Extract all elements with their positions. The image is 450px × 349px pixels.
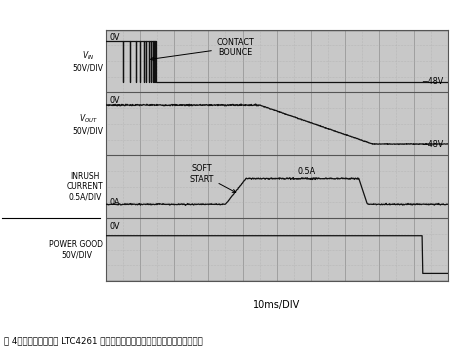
Text: CONTACT
BOUNCE: CONTACT BOUNCE xyxy=(151,38,255,60)
Text: 0.5A: 0.5A xyxy=(297,166,315,176)
Text: INRUSH
CURRENT
0.5A/DIV: INRUSH CURRENT 0.5A/DIV xyxy=(67,172,104,202)
Text: −48V: −48V xyxy=(421,140,444,149)
Text: 0V: 0V xyxy=(110,222,120,231)
Text: $V_{OUT}$
50V/DIV: $V_{OUT}$ 50V/DIV xyxy=(72,112,104,135)
Text: POWER GOOD
50V/DIV: POWER GOOD 50V/DIV xyxy=(50,240,104,259)
Text: −48V: −48V xyxy=(421,77,444,86)
Text: 0V: 0V xyxy=(110,34,120,42)
Text: $V_{IN}$
50V/DIV: $V_{IN}$ 50V/DIV xyxy=(72,50,104,73)
Text: 图 4，示波器波形显示 LTC4261 一直等到连接弹跳结束后才给负载平滑加电。: 图 4，示波器波形显示 LTC4261 一直等到连接弹跳结束后才给负载平滑加电。 xyxy=(4,336,203,346)
Text: 0A: 0A xyxy=(110,198,120,207)
Text: 0V: 0V xyxy=(110,96,120,105)
Text: SOFT
START: SOFT START xyxy=(189,164,236,192)
Text: 10ms/DIV: 10ms/DIV xyxy=(253,300,301,310)
